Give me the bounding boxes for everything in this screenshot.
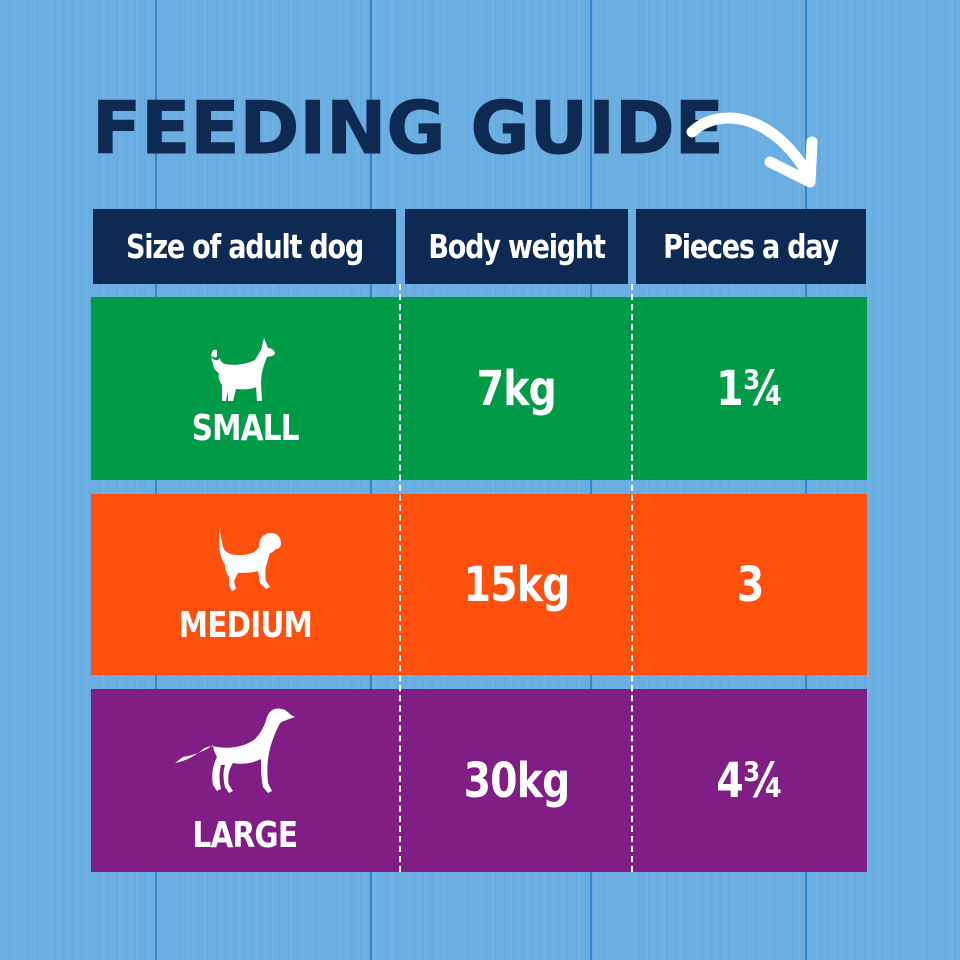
header-pieces-label: Pieces a day: [663, 227, 840, 266]
size-cell: MEDIUM: [91, 494, 399, 675]
weight-cell: 7kg: [401, 297, 632, 480]
pieces-value: 3: [736, 556, 764, 613]
header-size-label: Size of adult dog: [125, 227, 364, 266]
size-cell: LARGE: [91, 689, 399, 872]
pieces-value: 1¾: [716, 360, 784, 417]
medium-dog-icon: [219, 527, 281, 591]
plank-seam: [370, 0, 372, 960]
weight-value: 30kg: [463, 752, 571, 809]
plank-seam: [805, 0, 807, 960]
table-row-small: SMALL 7kg 1¾: [91, 297, 867, 480]
weight-cell: 15kg: [401, 494, 632, 675]
weight-value: 7kg: [476, 360, 557, 417]
header-size: Size of adult dog: [93, 209, 396, 284]
pieces-cell: 4¾: [633, 689, 867, 872]
plank-seam: [590, 0, 592, 960]
size-label-medium: MEDIUM: [178, 605, 312, 646]
table-row-medium: MEDIUM 15kg 3: [91, 494, 867, 675]
plank-seam: [155, 0, 157, 960]
pieces-cell: 1¾: [633, 297, 867, 480]
header-pieces: Pieces a day: [636, 209, 866, 284]
curved-arrow-icon: [686, 112, 818, 188]
page-title: FEEDING GUIDE: [92, 86, 725, 170]
column-divider: [631, 284, 633, 872]
size-cell: SMALL: [91, 297, 399, 480]
pieces-cell: 3: [633, 494, 867, 675]
size-label-large: LARGE: [192, 815, 299, 856]
weight-value: 15kg: [463, 556, 571, 613]
column-divider: [399, 284, 401, 872]
small-dog-icon: [211, 338, 275, 401]
weight-cell: 30kg: [401, 689, 632, 872]
header-weight-label: Body weight: [428, 227, 606, 266]
size-label-small: SMALL: [191, 408, 299, 449]
table-row-large: LARGE 30kg 4¾: [91, 689, 867, 872]
header-weight: Body weight: [405, 209, 628, 284]
large-dog-icon: [174, 708, 295, 793]
pieces-value: 4¾: [716, 752, 784, 809]
